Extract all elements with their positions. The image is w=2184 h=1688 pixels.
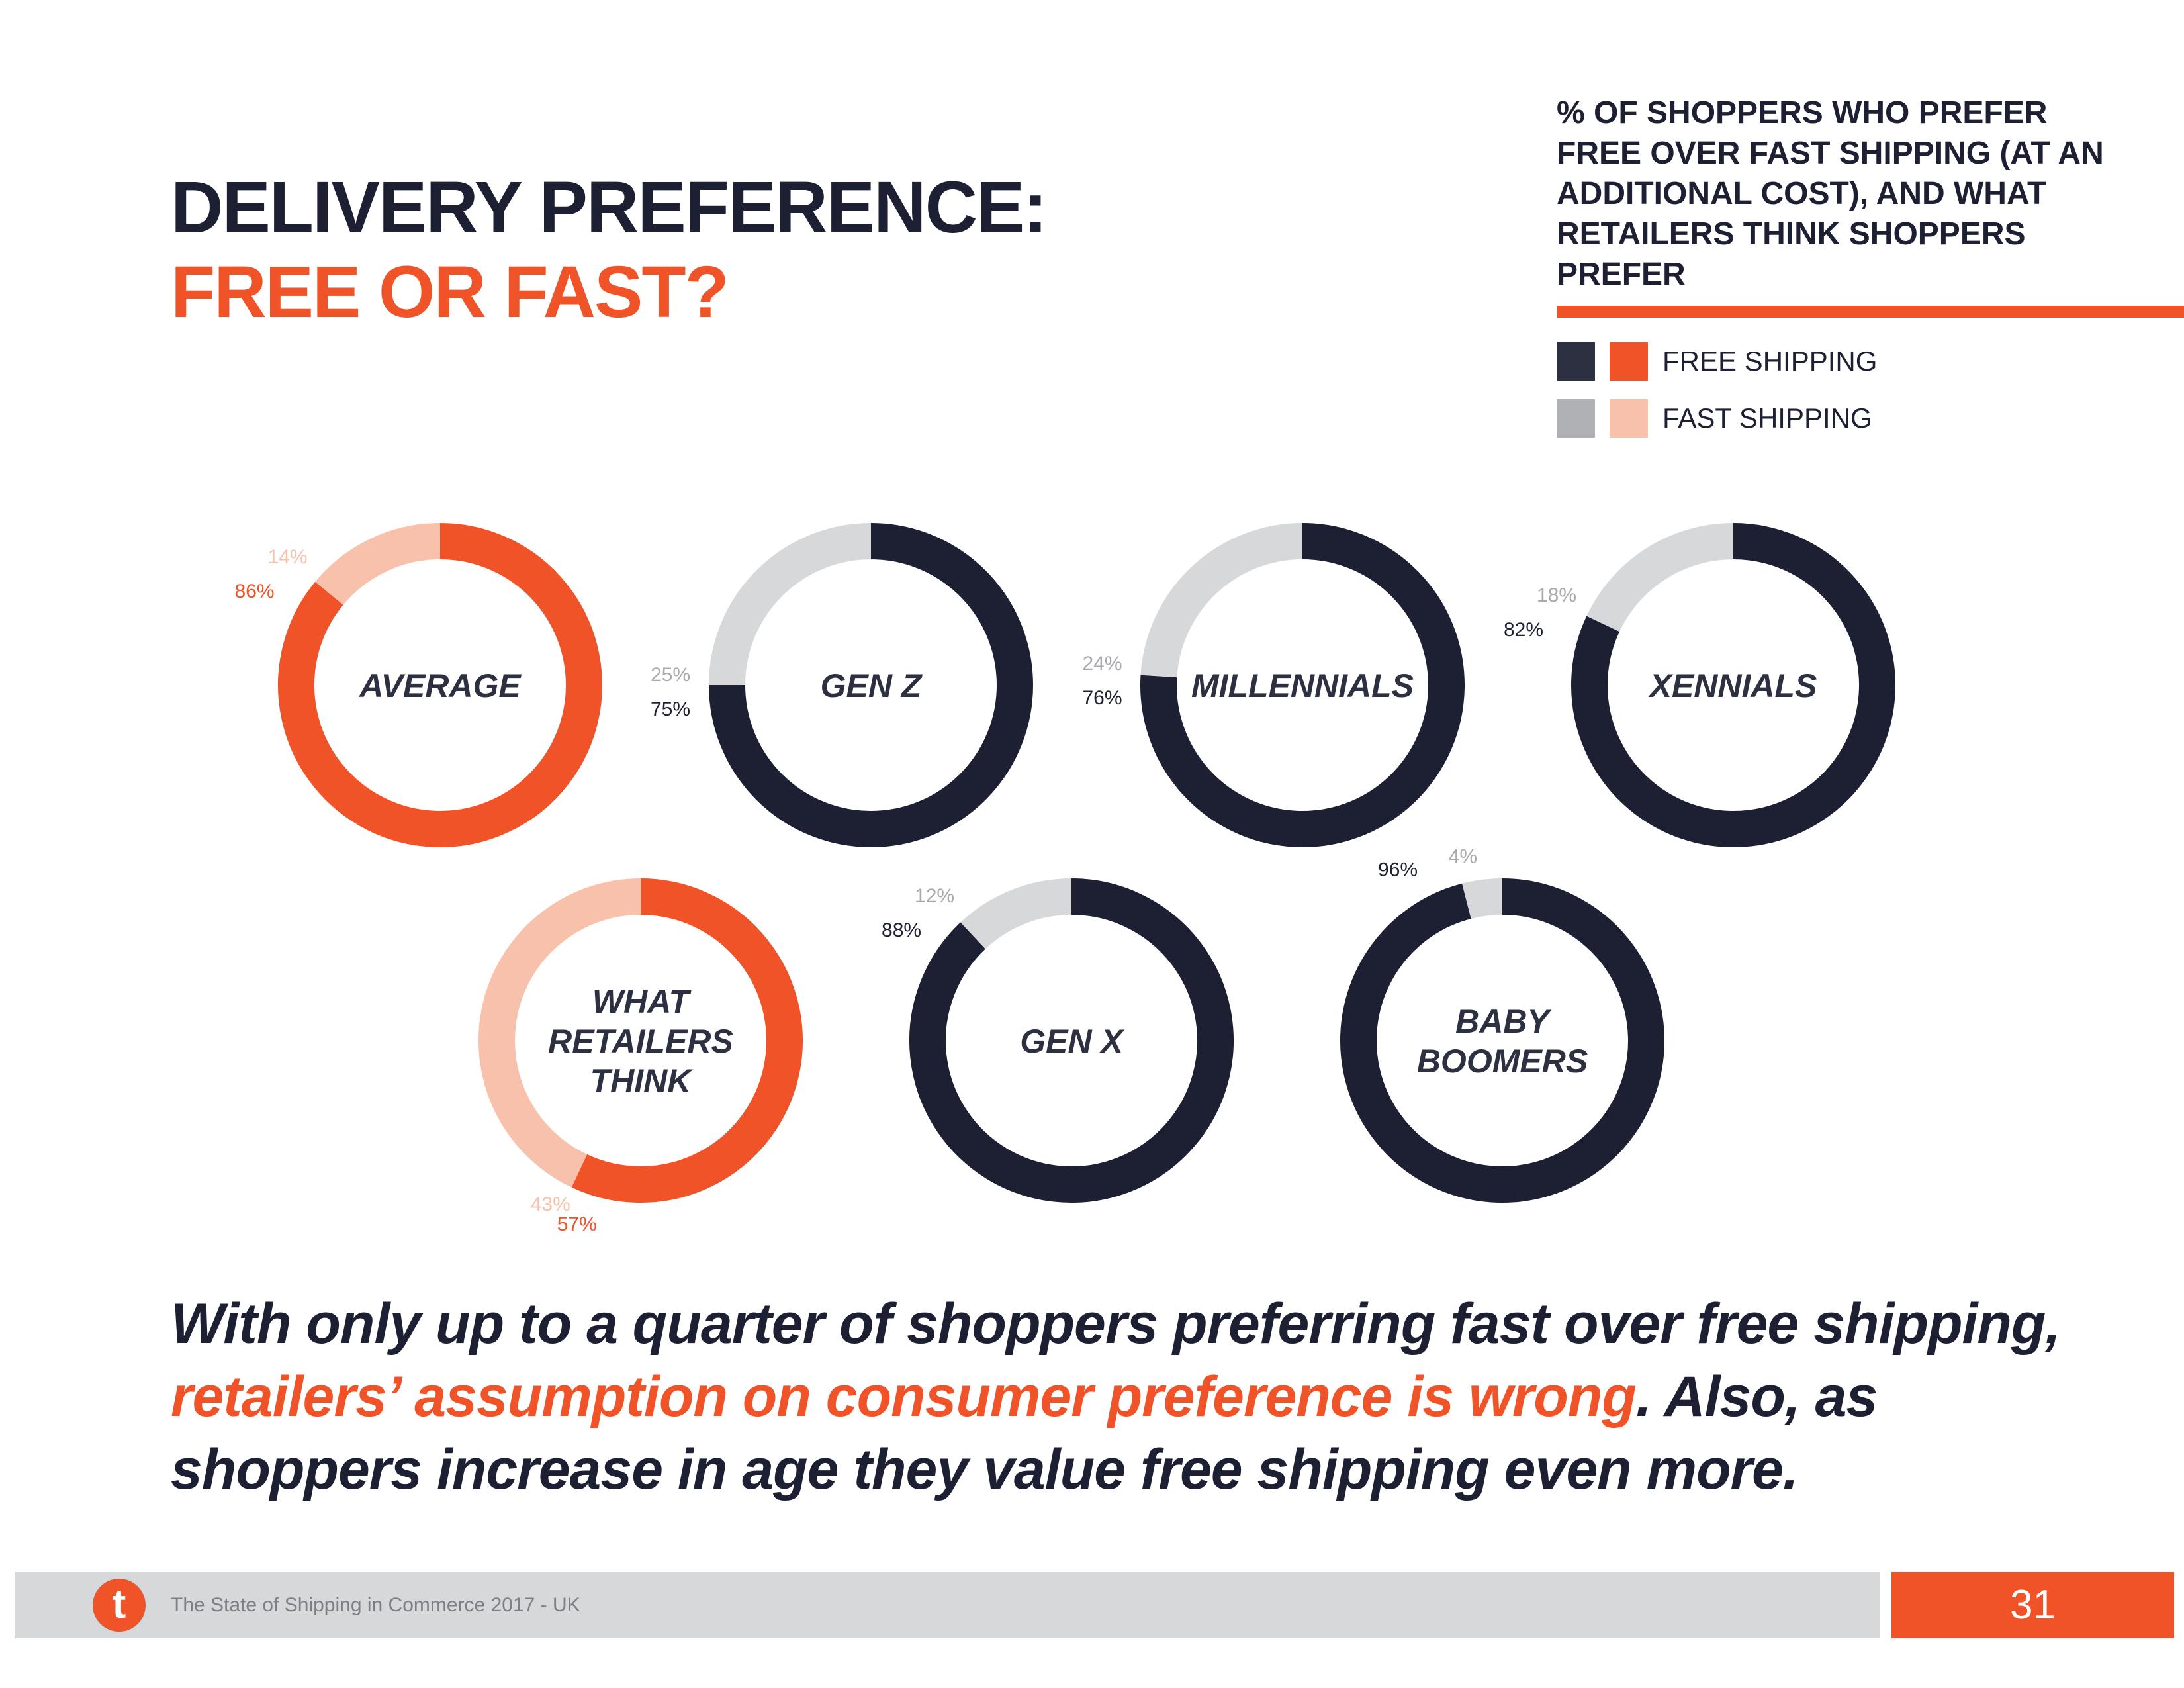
value-label-free: 82% <box>1504 619 1543 641</box>
donut-center-label: RETAILERS <box>548 1023 733 1060</box>
value-label-fast: 14% <box>268 546 308 568</box>
donut-4 <box>1571 523 1895 847</box>
summary-highlight: retailers’ assumption on consumer prefer… <box>171 1365 1637 1429</box>
summary-text: With only up to a quarter of shoppers pr… <box>171 1288 2090 1506</box>
legend: % OF SHOPPERS WHO PREFER FREE OVER FAST … <box>1557 93 2184 438</box>
arc-free-shipping <box>1140 523 1465 847</box>
legend-label-free: FREE SHIPPING <box>1662 346 1878 377</box>
arc-fast-shipping <box>1586 523 1734 632</box>
value-label-free: 75% <box>651 698 690 720</box>
donut-1 <box>278 523 602 847</box>
arc-free-shipping <box>278 523 602 847</box>
donut-center-label: BABY <box>1455 1003 1552 1040</box>
title-line-2: FREE OR FAST? <box>171 252 729 333</box>
arc-free-shipping <box>1571 523 1895 847</box>
swatch-fast-shopper <box>1557 399 1595 438</box>
arc-free-shipping <box>909 878 1234 1203</box>
arc-fast-shipping <box>315 523 441 606</box>
page-title: DELIVERY PREFERENCE: FREE OR FAST? <box>171 165 1048 335</box>
summary-part-1: With only up to a quarter of shoppers pr… <box>171 1292 2061 1356</box>
arc-fast-shipping <box>478 878 641 1188</box>
value-label-free: 57% <box>557 1213 597 1235</box>
swatch-fast-retailer <box>1610 399 1648 438</box>
value-label-fast: 12% <box>915 885 954 907</box>
donut-center-label: GEN Z <box>821 667 923 704</box>
title-line-1: DELIVERY PREFERENCE: <box>171 167 1048 248</box>
legend-label-fast: FAST SHIPPING <box>1662 402 1872 434</box>
arc-fast-shipping <box>709 523 872 686</box>
donut-center-label: THINK <box>590 1062 694 1100</box>
brand-logo: t <box>93 1579 146 1632</box>
legend-item-free: FREE SHIPPING <box>1557 342 1877 381</box>
value-label-free: 88% <box>882 919 921 941</box>
legend-heading: % OF SHOPPERS WHO PREFER FREE OVER FAST … <box>1557 95 2104 292</box>
value-label-fast: 25% <box>651 664 690 686</box>
donut-center-label: BOOMERS <box>1417 1043 1588 1080</box>
donut-center-label: MILLENNIALS <box>1191 667 1414 704</box>
donut-5 <box>478 878 803 1203</box>
donut-6 <box>909 878 1234 1203</box>
page-number-box <box>1891 1572 2174 1638</box>
value-label-fast: 18% <box>1537 585 1576 606</box>
donut-center-label: GEN X <box>1020 1023 1124 1060</box>
arc-fast-shipping <box>1140 523 1303 678</box>
value-label-fast: 24% <box>1082 653 1122 675</box>
arc-free-shipping <box>709 523 1033 847</box>
arc-fast-shipping <box>960 878 1072 949</box>
summary-part-2: . Also, as shoppers increase in age they… <box>171 1365 1878 1501</box>
donut-charts: AVERAGE 14% 86% GEN Z 25% 75% MILLENNIALS 24% 76… <box>235 523 1895 1235</box>
swatch-free-shopper <box>1557 342 1595 381</box>
value-label-free: 86% <box>235 581 275 602</box>
value-label-free: 76% <box>1082 687 1122 709</box>
legend-divider <box>1557 306 2184 318</box>
donut-center-label: AVERAGE <box>358 667 522 704</box>
value-label-free: 96% <box>1378 859 1418 881</box>
donut-center-label: XENNIALS <box>1648 667 1817 704</box>
donut-3 <box>1140 523 1465 847</box>
arc-free-shipping <box>1340 878 1664 1203</box>
swatch-free-retailer <box>1610 342 1648 381</box>
value-label-fast: 4% <box>1449 846 1477 868</box>
footer-text: The State of Shipping in Commerce 2017 -… <box>171 1594 580 1616</box>
legend-item-fast: FAST SHIPPING <box>1557 399 1872 438</box>
arc-fast-shipping <box>1462 878 1503 919</box>
page-number: 31 <box>2010 1582 2056 1628</box>
arc-free-shipping <box>571 878 803 1203</box>
donut-7 <box>1340 878 1664 1203</box>
footer-bar <box>15 1572 1880 1638</box>
donut-2 <box>709 523 1033 847</box>
donut-center-label: WHAT <box>592 983 692 1020</box>
value-label-fast: 43% <box>531 1194 570 1215</box>
